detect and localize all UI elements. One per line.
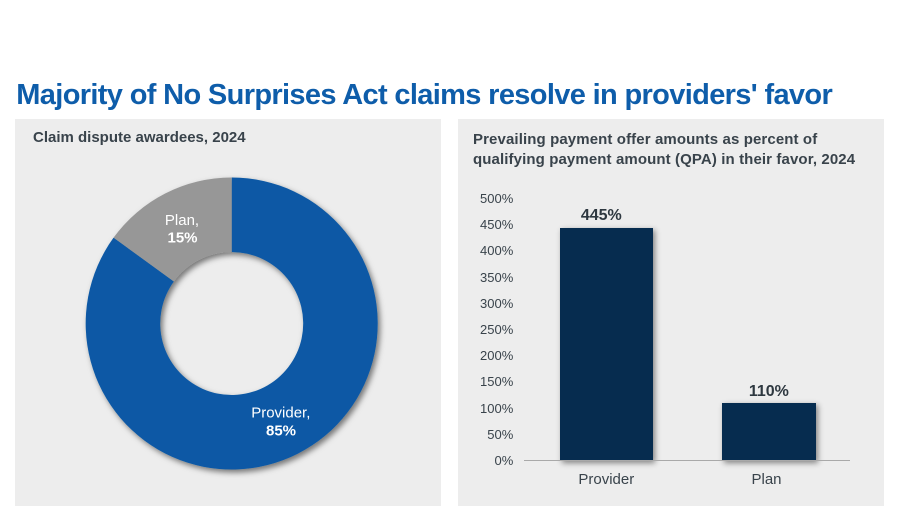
- svg-text:15%: 15%: [167, 229, 197, 246]
- svg-text:Provider,: Provider,: [251, 405, 310, 422]
- svg-text:85%: 85%: [266, 422, 296, 439]
- svg-text:Plan,: Plan,: [165, 212, 199, 229]
